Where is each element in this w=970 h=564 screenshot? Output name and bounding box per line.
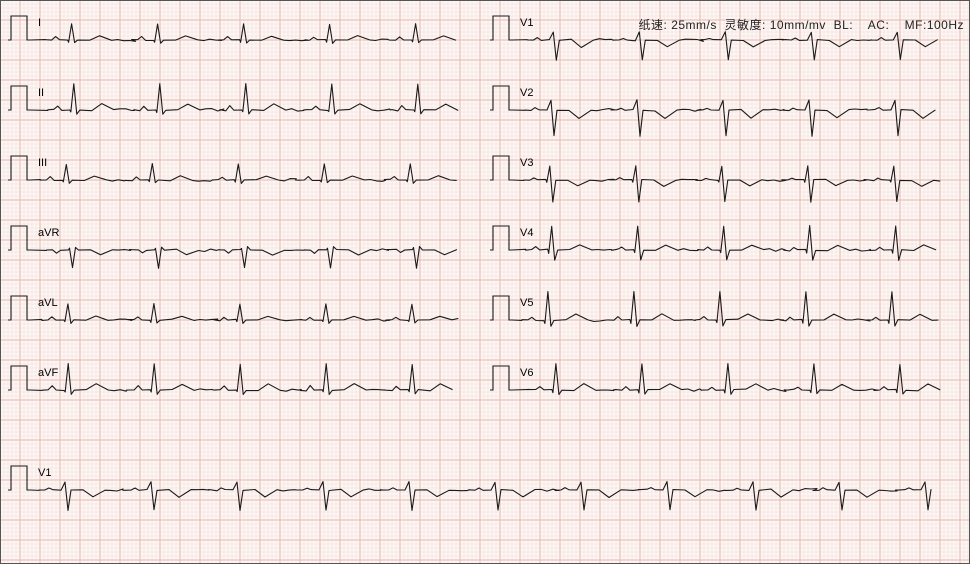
hdr-sensitivity-label: 灵敏度: xyxy=(725,18,766,32)
ecg-chart: I V1 II V2 III V3 aVR V4 aVL V5 aVF V6 V1 纸速: 25mm/s… xyxy=(0,0,970,564)
lead-label: aVL xyxy=(38,297,58,309)
lead-label: aVR xyxy=(38,227,59,239)
ecg-svg: I V1 II V2 III V3 aVR V4 aVL V5 aVF V6 V1 xyxy=(0,0,970,564)
lead-label: V1 xyxy=(38,467,51,479)
lead-label: I xyxy=(38,17,41,29)
lead-label: II xyxy=(38,87,44,99)
lead-label: V2 xyxy=(520,87,533,99)
hdr-ac-label: AC: xyxy=(868,18,890,32)
lead-label: V6 xyxy=(520,367,533,379)
lead-label: V5 xyxy=(520,297,533,309)
hdr-sensitivity-value: 10mm/mv xyxy=(770,18,826,32)
hdr-paper-speed-label: 纸速: xyxy=(639,18,668,32)
lead-label: V3 xyxy=(520,157,533,169)
lead-label: V1 xyxy=(520,17,533,29)
hdr-bl-label: BL: xyxy=(834,18,854,32)
ecg-header: 纸速: 25mm/s 灵敏度: 10mm/mv BL: AC: MF:100Hz xyxy=(623,2,964,47)
lead-label: III xyxy=(38,157,47,169)
hdr-mf-label: MF: xyxy=(905,18,927,32)
lead-label: aVF xyxy=(38,367,58,379)
hdr-mf-value: 100Hz xyxy=(927,18,964,32)
lead-label: V4 xyxy=(520,227,533,239)
hdr-paper-speed-value: 25mm/s xyxy=(671,18,717,32)
